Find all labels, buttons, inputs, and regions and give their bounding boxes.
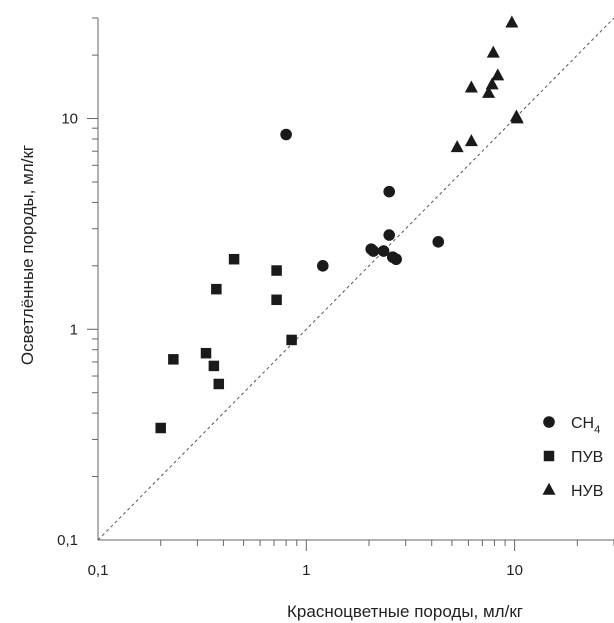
x-axis-title: Красноцветные породы, мл/кг bbox=[287, 602, 523, 621]
y-axis-title: Осветлённые породы, мл/кг bbox=[18, 145, 37, 365]
x-axis-tick-labels: 0,1 1 10 bbox=[88, 562, 523, 579]
data-point-triangle bbox=[485, 77, 499, 90]
reference-line-layer bbox=[97, 17, 614, 541]
legend-label: НУВ bbox=[571, 483, 603, 500]
legend-label: CH4 bbox=[571, 415, 600, 436]
data-point-circle bbox=[383, 229, 395, 241]
data-point-square bbox=[200, 347, 212, 359]
x-tick-label: 0,1 bbox=[88, 562, 109, 579]
data-point-circle bbox=[377, 245, 390, 257]
data-point-triangle bbox=[482, 85, 496, 98]
data-point-square bbox=[271, 265, 282, 276]
data-point-circle bbox=[432, 236, 445, 248]
series-square bbox=[155, 253, 297, 434]
data-point-square bbox=[271, 294, 282, 306]
data-points bbox=[155, 15, 524, 434]
x-tick-label: 10 bbox=[506, 562, 523, 579]
data-point-circle bbox=[367, 245, 380, 257]
data-point-triangle bbox=[464, 134, 478, 147]
data-point-circle bbox=[317, 260, 329, 272]
legend-marker-square bbox=[543, 450, 555, 462]
data-point-square bbox=[208, 360, 220, 372]
data-point-circle bbox=[383, 185, 395, 198]
data-point-triangle bbox=[464, 80, 478, 93]
legend-marker-triangle bbox=[542, 482, 556, 495]
data-point-square bbox=[211, 283, 222, 295]
legend-item: НУВ bbox=[542, 482, 603, 500]
x-tick-label: 1 bbox=[302, 562, 310, 579]
data-point-square bbox=[213, 378, 225, 390]
data-point-square bbox=[168, 354, 179, 365]
legend-label-subscript: 4 bbox=[594, 424, 600, 436]
reference-line bbox=[97, 17, 614, 541]
legend-item: CH4 bbox=[543, 415, 600, 436]
data-point-square bbox=[155, 422, 166, 434]
y-tick-label: 1 bbox=[70, 321, 78, 338]
data-point-triangle bbox=[491, 68, 505, 81]
data-point-triangle bbox=[505, 15, 519, 28]
data-point-circle bbox=[280, 128, 292, 141]
x-axis-ticks bbox=[160, 540, 614, 551]
data-point-circle bbox=[390, 253, 402, 266]
y-tick-label: 0,1 bbox=[57, 532, 78, 549]
legend-label: ПУВ bbox=[571, 449, 603, 466]
y-axis-ticks bbox=[87, 17, 98, 478]
y-tick-label: 10 bbox=[61, 111, 78, 128]
data-point-triangle bbox=[486, 45, 500, 58]
data-point-triangle bbox=[510, 111, 524, 124]
plot-frame bbox=[97, 18, 614, 541]
data-point-square bbox=[228, 253, 240, 265]
legend: CH4 ПУВ НУВ bbox=[542, 415, 603, 500]
data-point-square bbox=[286, 334, 297, 346]
series-circle bbox=[280, 128, 445, 272]
y-axis-tick-labels: 0,1 1 10 bbox=[57, 111, 78, 549]
data-point-triangle bbox=[450, 140, 464, 153]
series-triangle bbox=[450, 15, 524, 153]
legend-item: ПУВ bbox=[543, 449, 603, 466]
legend-marker-circle bbox=[543, 416, 555, 428]
